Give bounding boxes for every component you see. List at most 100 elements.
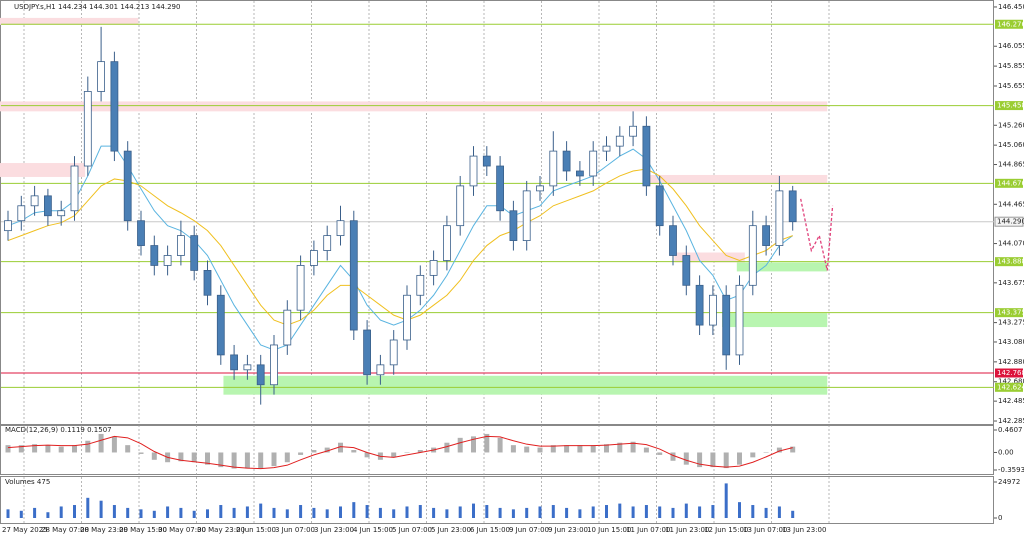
macd-bar	[471, 436, 476, 453]
volume-bar	[738, 502, 741, 518]
level-label: 143.888	[997, 258, 1024, 266]
zone	[647, 174, 828, 184]
volume-bar	[139, 509, 143, 518]
volume-bar	[432, 507, 436, 518]
volume-bar	[791, 510, 795, 518]
macd-bar	[284, 452, 290, 463]
candle-body	[57, 210, 66, 217]
candle-body	[336, 220, 345, 237]
candle-body	[4, 220, 12, 232]
macd-bar	[364, 452, 370, 458]
macd-bar	[72, 445, 77, 453]
y-tick-label: 142.880	[998, 358, 1024, 366]
candle-body	[682, 255, 691, 286]
macd-bar	[750, 452, 756, 458]
macd-bar	[537, 447, 543, 453]
candle-body	[549, 150, 558, 187]
x-tick-label: 5 Jun 23:00	[431, 526, 471, 534]
candle-body	[456, 185, 465, 227]
candle-body	[176, 235, 185, 256]
y-tick-label: 145.060	[998, 141, 1024, 149]
candle-body	[442, 225, 451, 261]
candle-body	[562, 150, 571, 172]
macd-bar	[18, 445, 24, 453]
macd-bar	[683, 452, 689, 465]
y-tick-label: 145.855	[998, 62, 1024, 70]
x-tick-label: 9 Jun 07:00	[509, 526, 549, 534]
macd-bar	[697, 452, 703, 468]
candle-body	[243, 364, 252, 371]
candle-body	[150, 245, 159, 266]
volume-bar	[206, 509, 209, 518]
volume-title: Volumes 475	[5, 478, 50, 486]
macd-panel	[0, 425, 994, 475]
macd-bar	[577, 445, 583, 453]
macd-bar	[763, 452, 769, 453]
x-tick-label: 10 Jun 15:00	[587, 526, 631, 534]
macd-bar	[790, 446, 796, 453]
volume-bar	[192, 510, 196, 518]
macd-bar	[617, 442, 623, 453]
macd-bar	[244, 452, 250, 469]
macd-bar	[218, 452, 224, 468]
price-panel	[0, 0, 994, 425]
candle-body	[110, 61, 119, 152]
volume-bar	[219, 505, 223, 518]
zone	[736, 262, 828, 272]
volume-bar	[525, 507, 529, 518]
macd-bar	[58, 446, 64, 453]
macd-bar	[391, 452, 397, 458]
macd-bar	[258, 452, 264, 469]
volume-bar	[578, 509, 582, 518]
zone	[0, 163, 86, 177]
volume-bar	[591, 506, 595, 518]
volume-bar	[325, 509, 329, 518]
level-label-box	[995, 382, 1023, 392]
macd-bar	[484, 433, 490, 453]
level-label-box	[995, 308, 1023, 318]
candle-body	[123, 150, 132, 222]
volume-bar	[112, 505, 116, 518]
macd-bar	[324, 447, 330, 453]
macd-tick-label: 0.00	[998, 448, 1014, 456]
candle-body	[403, 294, 411, 341]
volume-bar	[339, 506, 342, 518]
macd-bar	[151, 452, 157, 460]
macd-bar	[497, 437, 503, 453]
x-tick-label: 3 Jun 07:00	[275, 526, 315, 534]
candle-body	[283, 309, 292, 346]
volume-bar	[405, 506, 409, 518]
macd-bar	[191, 452, 197, 463]
candle-body	[536, 185, 544, 192]
volume-bar	[33, 507, 37, 518]
candle-body	[17, 205, 26, 222]
macd-bar	[231, 452, 237, 469]
x-tick-label: 29 May 15:00	[119, 526, 167, 534]
zone	[722, 313, 828, 328]
macd-bar	[524, 446, 530, 453]
macd-bar	[737, 452, 742, 465]
volume-tick-label: 24972	[998, 478, 1020, 486]
volume-bar	[538, 506, 542, 518]
zone	[223, 375, 828, 395]
y-tick-label: 144.865	[998, 161, 1024, 169]
macd-bar	[271, 452, 277, 467]
volume-bar	[618, 503, 622, 518]
level-label-box	[995, 257, 1023, 267]
candle-body	[615, 135, 624, 147]
candle-body	[509, 210, 518, 241]
candle-body	[416, 274, 425, 296]
candle-body	[309, 250, 318, 266]
volume-bar	[605, 505, 608, 518]
macd-bar	[138, 452, 144, 454]
candle-body	[788, 190, 797, 223]
candle-body	[669, 225, 677, 256]
candle-body	[576, 170, 584, 177]
macd-bar	[550, 445, 556, 453]
volume-bar	[392, 509, 396, 518]
candle-body	[496, 165, 505, 212]
candle-body	[163, 255, 172, 266]
volume-tick-label: 0	[998, 514, 1002, 522]
candle-body	[83, 91, 92, 167]
macd-bar	[298, 452, 304, 455]
